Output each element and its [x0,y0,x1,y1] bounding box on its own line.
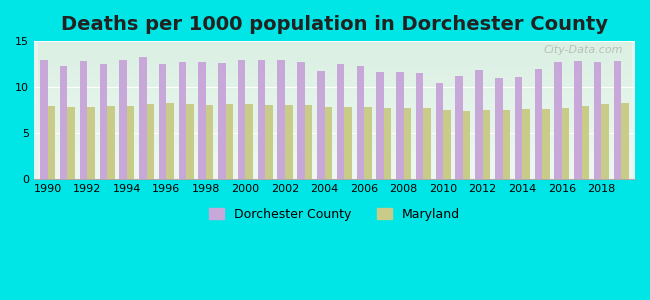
Bar [238,60,246,179]
Bar [179,62,186,179]
Bar [594,62,601,179]
Bar [554,62,562,179]
Bar [278,61,285,179]
Bar [40,60,47,179]
Bar [357,66,364,179]
Bar [601,104,609,179]
Bar [364,106,372,179]
Bar [80,61,87,179]
Bar [226,104,233,179]
Bar [404,107,411,179]
Bar [614,61,621,179]
Bar [376,72,384,179]
Bar [87,106,95,179]
Bar [99,64,107,179]
Bar [324,106,332,179]
Bar [337,64,344,179]
Bar [542,110,550,179]
Bar [159,64,166,179]
Bar [574,61,582,179]
Bar [107,106,114,179]
Bar [186,104,194,179]
Bar [257,60,265,179]
Bar [475,70,483,179]
Bar [246,104,253,179]
Bar [120,60,127,179]
Bar [384,107,391,179]
Bar [297,62,305,179]
Bar [463,111,471,179]
Bar [127,106,135,179]
Bar [139,57,146,179]
Bar [534,69,542,179]
Bar [285,105,292,179]
Bar [198,62,206,179]
Text: City-Data.com: City-Data.com [543,45,623,55]
Bar [146,104,154,179]
Bar [523,110,530,179]
Bar [68,106,75,179]
Legend: Dorchester County, Maryland: Dorchester County, Maryland [204,203,465,226]
Bar [621,103,629,179]
Bar [582,106,589,179]
Bar [416,74,423,179]
Bar [344,106,352,179]
Bar [47,106,55,179]
Bar [483,110,490,179]
Bar [60,66,68,179]
Bar [456,76,463,179]
Bar [305,105,312,179]
Bar [166,103,174,179]
Bar [423,107,431,179]
Bar [206,105,213,179]
Bar [502,110,510,179]
Bar [515,77,523,179]
Bar [562,107,569,179]
Bar [265,105,273,179]
Title: Deaths per 1000 population in Dorchester County: Deaths per 1000 population in Dorchester… [61,15,608,34]
Bar [436,82,443,179]
Bar [396,72,404,179]
Bar [218,63,226,179]
Bar [443,110,450,179]
Bar [495,78,502,179]
Bar [317,70,324,179]
